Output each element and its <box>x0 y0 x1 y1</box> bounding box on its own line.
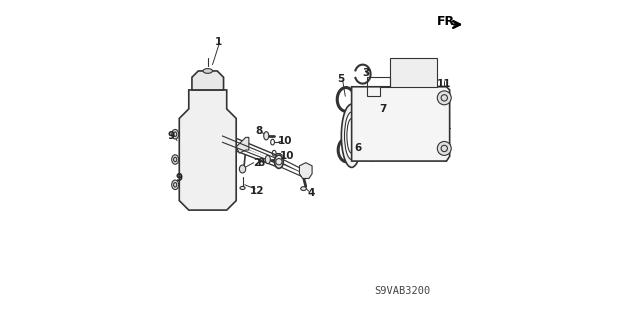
Ellipse shape <box>203 69 212 73</box>
Polygon shape <box>351 87 450 161</box>
Ellipse shape <box>172 130 179 139</box>
Ellipse shape <box>266 155 270 164</box>
Polygon shape <box>192 71 223 90</box>
Text: 2: 2 <box>253 158 260 168</box>
Text: 11: 11 <box>437 78 452 89</box>
Ellipse shape <box>240 186 245 189</box>
Ellipse shape <box>172 180 179 189</box>
Text: 8: 8 <box>255 126 263 136</box>
Text: 8: 8 <box>257 158 264 168</box>
Text: 3: 3 <box>362 68 369 78</box>
Circle shape <box>437 91 451 105</box>
Text: 10: 10 <box>280 151 294 161</box>
Ellipse shape <box>301 187 307 190</box>
Circle shape <box>437 141 451 155</box>
Text: 10: 10 <box>277 136 292 146</box>
Text: 1: 1 <box>215 38 223 48</box>
Polygon shape <box>179 90 236 210</box>
Text: S9VAB3200: S9VAB3200 <box>374 286 430 296</box>
Ellipse shape <box>341 104 362 167</box>
Text: 7: 7 <box>380 104 387 114</box>
Text: 9: 9 <box>176 174 183 183</box>
Polygon shape <box>390 58 437 87</box>
Text: 6: 6 <box>355 144 362 153</box>
Ellipse shape <box>275 155 284 168</box>
Ellipse shape <box>172 155 179 164</box>
Text: 5: 5 <box>337 74 344 84</box>
Polygon shape <box>236 137 249 153</box>
Ellipse shape <box>239 165 246 173</box>
Ellipse shape <box>264 132 269 140</box>
Polygon shape <box>300 163 312 178</box>
Text: 12: 12 <box>250 186 264 196</box>
Ellipse shape <box>344 112 359 160</box>
Text: FR.: FR. <box>437 15 460 28</box>
Text: 4: 4 <box>307 188 315 198</box>
Text: 9: 9 <box>167 131 174 141</box>
